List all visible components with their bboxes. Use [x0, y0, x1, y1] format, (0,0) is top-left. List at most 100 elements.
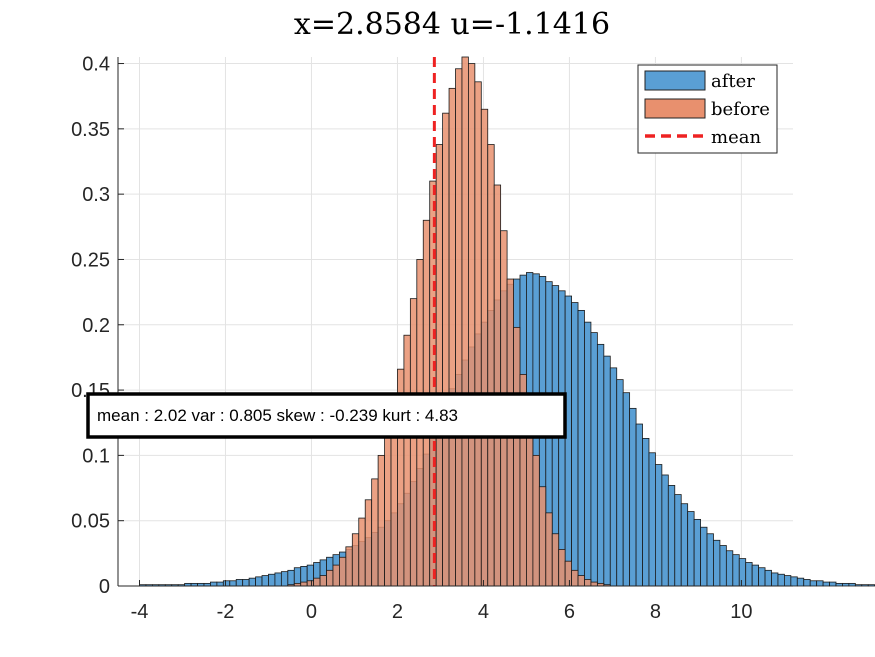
- bar-after: [738, 558, 747, 587]
- bar-before: [326, 569, 334, 587]
- bar-after: [655, 464, 663, 587]
- bar-after: [590, 332, 598, 587]
- bar-after: [235, 579, 244, 587]
- bar-after: [687, 511, 695, 587]
- bar-after: [248, 577, 256, 587]
- bar-after: [680, 503, 689, 587]
- bar-after: [764, 569, 772, 587]
- bar-after: [667, 485, 676, 587]
- bar-after: [848, 582, 856, 587]
- bar-before: [584, 579, 592, 587]
- bar-before: [403, 334, 411, 587]
- bar-after: [210, 581, 218, 587]
- x-tick-label: -4: [131, 601, 149, 623]
- x-tick-label: 2: [392, 601, 403, 623]
- bar-after: [635, 423, 643, 587]
- bar-after: [803, 579, 811, 587]
- bar-before: [493, 184, 502, 587]
- bar-before: [306, 580, 315, 587]
- legend-swatch-before: [644, 98, 706, 119]
- bar-before: [487, 144, 495, 587]
- bar-before: [384, 428, 392, 587]
- bar-after: [287, 569, 295, 587]
- stats-annotation: mean : 2.02 var : 0.805 skew : -0.239 ku…: [86, 392, 567, 439]
- bar-after: [867, 584, 875, 587]
- legend-swatch-after: [644, 70, 706, 91]
- bar-before: [526, 417, 534, 587]
- bar-after: [809, 580, 818, 587]
- chart-title: x=2.8584 u=-1.1416: [294, 7, 610, 42]
- bar-after: [577, 309, 585, 587]
- bar-after: [706, 533, 714, 587]
- bar-after: [784, 575, 792, 587]
- bar-before: [377, 454, 385, 587]
- legend[interactable]: after before mean: [637, 64, 778, 154]
- bar-after: [842, 582, 850, 587]
- bar-after: [629, 407, 637, 587]
- bar-after: [725, 550, 734, 587]
- x-tick-label: 10: [730, 601, 752, 623]
- bar-before: [358, 517, 366, 587]
- bar-before: [577, 575, 585, 587]
- bar-before: [448, 87, 456, 587]
- bar-before: [564, 560, 572, 587]
- y-tick-label: 0.2: [82, 315, 110, 337]
- bar-before: [332, 564, 340, 587]
- x-tick-label: 8: [650, 601, 661, 623]
- stats-box-frame: [86, 392, 567, 439]
- bar-after: [745, 562, 753, 587]
- bar-after: [713, 539, 721, 587]
- bar-after: [829, 581, 837, 587]
- bar-before: [345, 546, 353, 587]
- bar-after: [758, 567, 766, 587]
- bar-before: [551, 533, 560, 587]
- bar-after: [274, 572, 282, 587]
- bar-before: [313, 577, 321, 587]
- bar-after: [280, 571, 289, 587]
- bar-before: [480, 108, 489, 587]
- bar-after: [596, 343, 605, 587]
- bar-after: [216, 581, 224, 587]
- bar-after: [242, 579, 250, 587]
- y-tick-label: 0.1: [82, 445, 110, 467]
- bar-after: [642, 438, 650, 587]
- bar-before: [467, 63, 476, 587]
- y-tick-label: 0: [99, 576, 110, 598]
- bar-before: [538, 486, 547, 587]
- bar-before: [442, 112, 450, 587]
- bar-before: [558, 549, 566, 587]
- bar-after: [751, 564, 760, 587]
- bar-before: [455, 68, 463, 587]
- bar-after: [771, 572, 779, 587]
- bar-before: [339, 556, 347, 587]
- bar-after: [835, 582, 843, 587]
- bar-after: [648, 452, 656, 587]
- bar-after: [609, 367, 618, 587]
- bar-after: [603, 355, 611, 587]
- bar-before: [513, 326, 521, 587]
- bar-after: [571, 302, 579, 587]
- y-tick-label: 0.25: [71, 249, 110, 271]
- legend-label-mean: mean: [711, 127, 761, 148]
- bar-after: [229, 580, 237, 587]
- bar-after: [674, 494, 682, 587]
- x-tick-label: -2: [217, 601, 235, 623]
- bar-after: [861, 584, 869, 587]
- bar-after: [777, 573, 785, 587]
- bar-after: [796, 577, 805, 587]
- bar-before: [435, 144, 444, 587]
- legend-label-after: after: [711, 71, 755, 92]
- bar-after: [622, 392, 631, 587]
- x-tick-label: 4: [478, 601, 489, 623]
- bar-after: [584, 321, 592, 587]
- bar-after: [790, 576, 798, 587]
- bar-before: [474, 81, 482, 587]
- bar-before: [409, 298, 418, 587]
- bar-before: [319, 575, 327, 587]
- y-tick-label: 0.4: [82, 54, 110, 76]
- bar-before: [371, 478, 379, 587]
- bar-before: [351, 533, 360, 587]
- bar-after: [700, 526, 708, 587]
- bar-before: [461, 56, 469, 587]
